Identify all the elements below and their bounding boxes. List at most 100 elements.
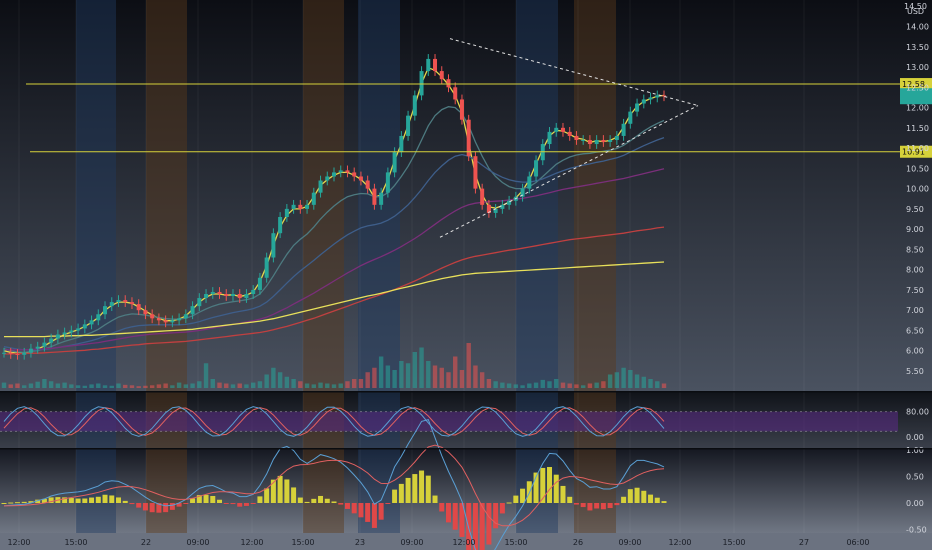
candle-body xyxy=(587,139,592,145)
price-tick-label: 14.00 xyxy=(906,23,929,32)
session-band xyxy=(303,0,344,533)
macd-histogram-bar xyxy=(385,503,391,504)
volume-bar xyxy=(203,363,209,388)
macd-histogram-bar xyxy=(35,499,41,503)
volume-bar xyxy=(123,384,128,388)
candle-body xyxy=(628,111,633,124)
candle-body xyxy=(574,135,579,140)
candle-body xyxy=(237,293,242,299)
candle-body xyxy=(210,291,215,294)
candle-body xyxy=(635,103,640,112)
candle-body xyxy=(22,352,27,355)
macd-histogram-bar xyxy=(277,475,283,503)
macd-histogram-bar xyxy=(122,500,128,503)
volume-bar xyxy=(392,370,397,388)
price-axis-label-partial: 14.50 xyxy=(904,2,927,11)
volume-bar xyxy=(352,379,357,388)
macd-histogram-bar xyxy=(102,494,108,503)
volume-bar xyxy=(513,384,519,388)
volume-bar xyxy=(55,383,61,388)
pane-separator-1[interactable] xyxy=(0,391,932,393)
macd-histogram-bar xyxy=(378,503,384,520)
volume-bar xyxy=(244,384,249,388)
time-axis[interactable]: 12:00 15:00 22 09:00 12:00 15:00 23 09:00 12:00 1… xyxy=(7,538,869,547)
volume-bar xyxy=(466,343,471,388)
volume-bar xyxy=(554,379,559,388)
candle-body xyxy=(143,310,148,315)
pane-separator-2[interactable] xyxy=(0,448,932,450)
macd-histogram-bar xyxy=(250,503,256,504)
candle-body xyxy=(271,233,276,258)
candle-body xyxy=(136,304,141,311)
candle-body xyxy=(365,180,370,189)
macd-histogram-bar xyxy=(351,503,357,514)
macd-histogram-bar xyxy=(614,503,620,506)
volume-bar xyxy=(358,379,364,388)
volume-bar xyxy=(453,356,458,388)
macd-histogram-bar xyxy=(580,503,586,508)
price-tick-label: 7.50 xyxy=(906,286,924,295)
volume-bar xyxy=(96,383,101,388)
volume-bar xyxy=(601,381,606,388)
level-price-tag xyxy=(900,78,932,91)
macd-histogram-bar xyxy=(520,488,526,503)
candle-body xyxy=(109,302,114,307)
volume-bar xyxy=(15,383,20,388)
macd-histogram-bar xyxy=(432,495,438,503)
volume-bar xyxy=(533,382,539,388)
macd-tick-label: 1.00 xyxy=(906,446,924,455)
macd-histogram-bar xyxy=(493,503,499,529)
price-pane-bg xyxy=(0,0,932,391)
volume-bar xyxy=(560,382,566,388)
horizontal-levels[interactable]: 12.58 10.91 xyxy=(26,78,932,158)
triangle-drawing[interactable] xyxy=(439,38,699,238)
macd-histogram-bar xyxy=(412,474,418,503)
level-price-label: 12.58 xyxy=(902,80,925,89)
last-price-badge xyxy=(900,88,932,105)
volume-bar xyxy=(580,385,586,388)
candle-body xyxy=(655,95,660,98)
volume-bar xyxy=(143,385,148,388)
macd-histogram-bar xyxy=(109,495,115,503)
volume-bar xyxy=(479,372,485,388)
macd-histogram-bar xyxy=(149,503,155,513)
candle-body xyxy=(150,314,155,319)
macd-tick-label: 0.00 xyxy=(906,499,924,508)
candle-body xyxy=(291,204,296,209)
candle-body xyxy=(567,131,572,136)
macd-histogram-bar xyxy=(156,503,162,513)
volume-bar xyxy=(614,372,620,388)
time-tick-label: 12:00 xyxy=(7,538,30,547)
volume-bar xyxy=(628,370,633,388)
macd-histogram-bar xyxy=(553,474,559,503)
volume-bar xyxy=(176,382,182,388)
volume-bar xyxy=(311,384,316,388)
volume-bar xyxy=(587,383,593,388)
time-tick-label: 27 xyxy=(799,538,809,547)
volume-bar xyxy=(217,382,222,388)
moving-average-line xyxy=(3,136,665,351)
time-tick-label: 22 xyxy=(141,538,151,547)
currency-label: USD xyxy=(907,7,924,16)
candle-body xyxy=(500,204,505,209)
volume-bar xyxy=(345,381,350,388)
candle-body xyxy=(439,71,444,80)
macd-histogram-bar xyxy=(587,503,593,511)
volume-bar xyxy=(304,383,310,388)
volume-bar xyxy=(486,379,492,388)
macd-line xyxy=(3,418,665,550)
macd-histogram-bar xyxy=(648,494,654,503)
moving-average-line xyxy=(4,226,665,355)
volume-bar xyxy=(75,385,81,388)
candle-body xyxy=(446,79,451,88)
candle-body xyxy=(486,204,491,213)
triangle-lower-line xyxy=(439,105,699,238)
macd-histogram-bar xyxy=(358,503,364,518)
candle-body xyxy=(116,300,121,303)
candle-body xyxy=(55,334,60,339)
macd-histogram-bar xyxy=(223,503,229,504)
macd-histogram-bar xyxy=(297,497,303,503)
volume-bar xyxy=(412,352,418,388)
